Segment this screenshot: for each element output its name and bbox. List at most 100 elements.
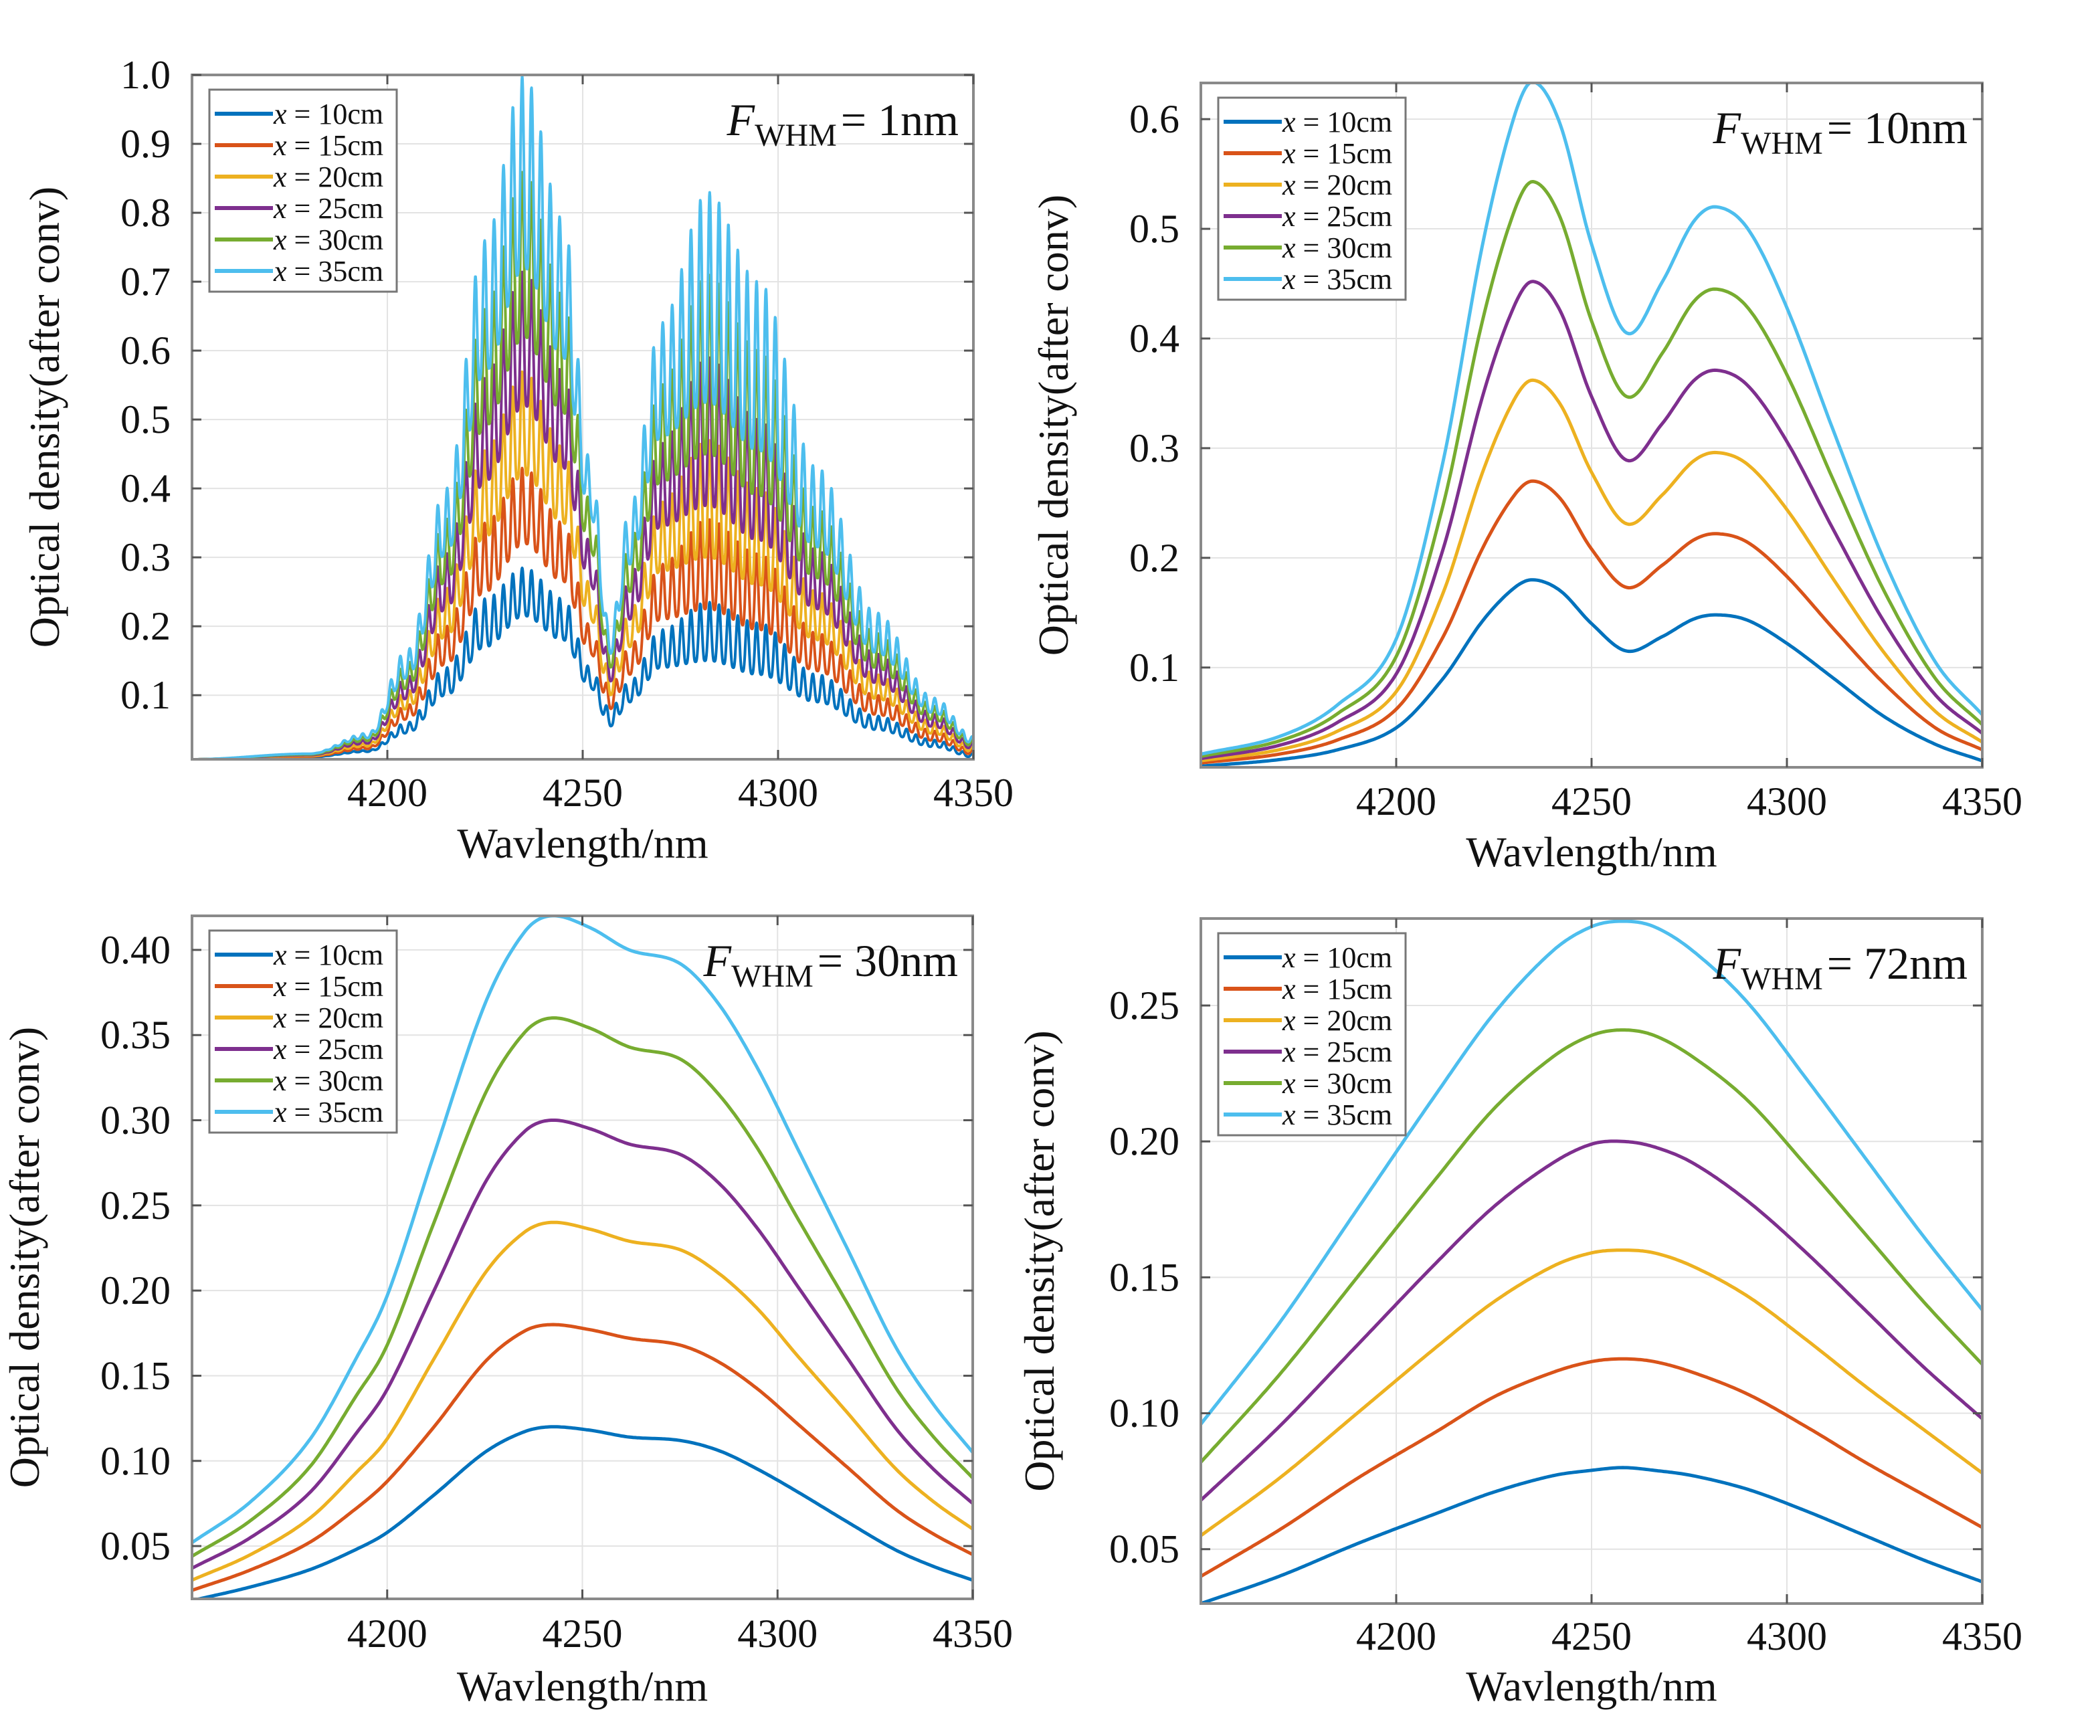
- x-axis: 4200 4250 4300 4350: [347, 916, 1013, 1656]
- legend-entry: x = 10cm: [1282, 106, 1392, 138]
- x-axis-label: Wavlength/nm: [1466, 828, 1717, 876]
- series-line-35cm: [192, 75, 973, 759]
- panel-fwhm-30nm: 4200 4250 4300 4350 0.05 0.10 0.15 0.20 0.25 0.30…: [1, 914, 1013, 1710]
- y-tick-label: 0.6: [1129, 97, 1179, 141]
- legend-box: [208, 929, 398, 1134]
- legend-entry: x = 10cm: [273, 98, 383, 130]
- legend-entry: x = 25cm: [273, 1033, 383, 1066]
- legend-box: [208, 88, 398, 293]
- x-axis: 4200 4250 4300 4350: [1356, 919, 2022, 1658]
- series-line-25cm: [1201, 280, 1982, 761]
- legend-entry: x = 30cm: [1282, 231, 1392, 264]
- y-tick-label: 0.15: [1109, 1255, 1179, 1299]
- y-axis-label: Optical density(after conv): [1016, 1030, 1063, 1492]
- fwhm-annotation: FWHM= 1nm: [727, 94, 959, 153]
- x-tick-label: 4250: [1551, 1614, 1632, 1658]
- y-tick-label: 0.1: [1129, 646, 1179, 690]
- series-line-35cm: [1201, 83, 1982, 756]
- y-tick-label: 0.35: [100, 1013, 171, 1057]
- panel-fwhm-1nm: 4200 4250 4300 4350 0.1 0.2 0.3 0.4 0.5 0.6 0.7 0.8…: [21, 53, 1014, 867]
- legend-entry: x = 10cm: [273, 939, 383, 971]
- x-tick-label: 4250: [543, 771, 623, 815]
- y-tick-label: 0.10: [100, 1439, 171, 1483]
- y-axis: 0.1 0.2 0.3 0.4 0.5 0.6: [1129, 97, 1982, 690]
- y-tick-label: 0.40: [100, 928, 171, 972]
- x-axis: 4200 4250 4300 4350: [1356, 83, 2022, 824]
- legend-entry: x = 15cm: [273, 129, 383, 162]
- y-tick-label: 0.20: [100, 1268, 171, 1313]
- panel-fwhm-72nm: 4200 4250 4300 4350 0.05 0.10 0.15 0.20 0.25 Wavl…: [1016, 917, 2022, 1710]
- series-lines: [1201, 83, 1982, 767]
- panel-fwhm-10nm: 4200 4250 4300 4350 0.1 0.2 0.3 0.4 0.5 0.6 Wavlen…: [1030, 82, 2022, 876]
- series-line-10cm: [1201, 1466, 1982, 1604]
- legend-entry: x = 20cm: [1282, 169, 1392, 201]
- legend-entry: x = 25cm: [1282, 1036, 1392, 1068]
- y-tick-label: 0.2: [120, 604, 171, 648]
- y-axis-label: Optical density(after conv): [21, 187, 68, 648]
- series-line-10cm: [1201, 578, 1982, 767]
- y-tick-label: 0.8: [120, 191, 171, 235]
- x-axis-label: Wavlength/nm: [457, 1662, 708, 1710]
- x-tick-label: 4200: [1356, 1614, 1436, 1658]
- x-tick-label: 4200: [347, 771, 427, 815]
- series-line-15cm: [192, 1323, 973, 1592]
- y-axis: 0.05 0.10 0.15 0.20 0.25: [1109, 983, 1982, 1571]
- y-tick-label: 0.30: [100, 1098, 171, 1143]
- x-tick-label: 4300: [1747, 779, 1827, 824]
- y-tick-label: 0.05: [1109, 1527, 1179, 1571]
- x-tick-label: 4300: [738, 771, 818, 815]
- y-tick-label: 0.1: [120, 673, 171, 717]
- series-line-10cm: [192, 1425, 973, 1599]
- x-tick-label: 4300: [1747, 1614, 1827, 1658]
- series-line-20cm: [1201, 1248, 1982, 1537]
- legend-entry: x = 25cm: [1282, 200, 1392, 233]
- y-axis-label: Optical density(after conv): [1, 1027, 48, 1488]
- fwhm-annotation: FWHM= 72nm: [1713, 938, 1968, 997]
- x-tick-label: 4350: [1942, 1614, 2022, 1658]
- series-line-25cm: [1201, 1139, 1982, 1502]
- y-tick-label: 0.25: [1109, 983, 1179, 1028]
- fwhm-annotation: FWHM= 10nm: [1713, 102, 1968, 161]
- series-line-20cm: [192, 1220, 973, 1582]
- y-tick-label: 0.15: [100, 1353, 171, 1397]
- y-tick-label: 0.05: [100, 1524, 171, 1568]
- legend-entry: x = 30cm: [273, 1064, 383, 1097]
- legend-entry: x = 20cm: [273, 161, 383, 193]
- y-tick-label: 0.3: [120, 535, 171, 579]
- fwhm-annotation: FWHM= 30nm: [703, 935, 958, 994]
- legend-entry: x = 35cm: [1282, 263, 1392, 296]
- y-tick-label: 0.10: [1109, 1391, 1179, 1436]
- legend-box: [1217, 932, 1407, 1137]
- x-tick-label: 4350: [933, 1612, 1013, 1656]
- legend-entry: x = 20cm: [273, 1001, 383, 1034]
- legend-entry: x = 35cm: [1282, 1098, 1392, 1131]
- x-axis-label: Wavlength/nm: [457, 819, 708, 867]
- x-tick-label: 4200: [1356, 779, 1436, 824]
- series-line-15cm: [1201, 1357, 1982, 1578]
- legend-entry: x = 30cm: [273, 223, 383, 256]
- series-line-30cm: [192, 1016, 973, 1558]
- y-tick-label: 0.2: [1129, 536, 1179, 580]
- legend-entry: x = 35cm: [273, 255, 383, 288]
- y-tick-label: 0.4: [120, 466, 171, 510]
- series-line-30cm: [1201, 180, 1982, 759]
- legend-entry: x = 10cm: [1282, 941, 1392, 974]
- y-axis: 0.1 0.2 0.3 0.4 0.5 0.6 0.7 0.8 0.9 1.0: [120, 53, 973, 717]
- x-tick-label: 4350: [933, 771, 1014, 815]
- y-tick-label: 0.5: [1129, 207, 1179, 251]
- legend-entry: x = 25cm: [273, 192, 383, 225]
- series-lines: [1201, 919, 1982, 1604]
- x-axis: 4200 4250 4300 4350: [347, 75, 1014, 815]
- y-tick-label: 0.25: [100, 1183, 171, 1228]
- x-tick-label: 4250: [543, 1612, 623, 1656]
- series-line-25cm: [192, 1119, 973, 1570]
- y-axis-label: Optical density(after conv): [1030, 195, 1077, 656]
- y-tick-label: 0.3: [1129, 426, 1179, 470]
- y-tick-label: 0.4: [1129, 316, 1179, 361]
- y-axis: 0.05 0.10 0.15 0.20 0.25 0.30 0.35 0.40: [100, 928, 973, 1568]
- series-lines: [192, 75, 973, 759]
